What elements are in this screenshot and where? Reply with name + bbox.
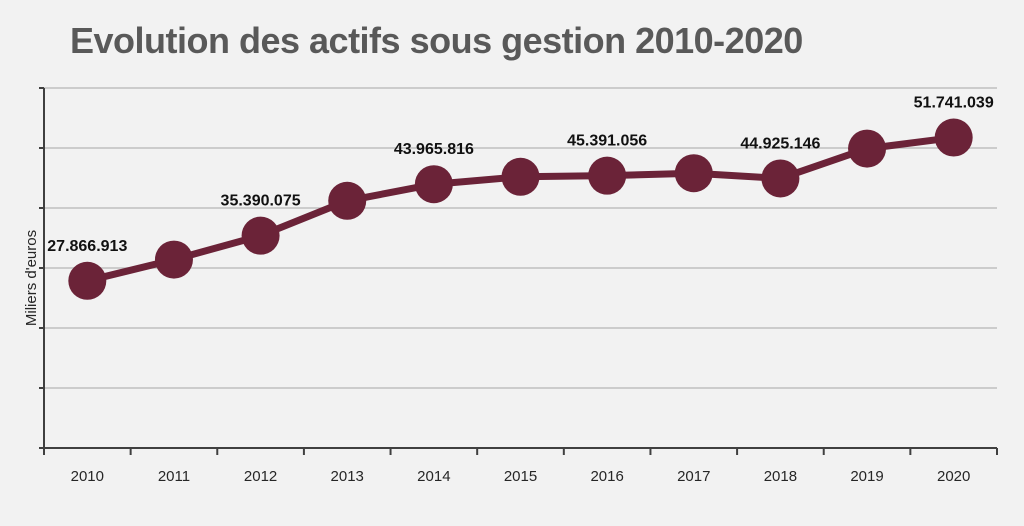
data-label: 43.965.816	[394, 141, 474, 158]
grid	[44, 87, 997, 389]
x-tick-label: 2012	[244, 468, 277, 485]
x-tick-label: 2019	[850, 468, 883, 485]
data-point	[154, 240, 193, 279]
x-tick-label: 2011	[158, 468, 190, 485]
data-label: 27.866.913	[47, 238, 127, 255]
data-point	[761, 159, 800, 198]
x-tick-label: 2010	[71, 468, 104, 485]
data-point	[328, 181, 367, 220]
data-point	[414, 165, 453, 204]
data-label: 44.925.146	[740, 135, 820, 152]
data-point	[674, 154, 713, 193]
data-label: 51.741.039	[914, 95, 994, 112]
data-point	[934, 118, 973, 157]
data-point	[68, 261, 107, 300]
data-labels: 27.866.913 35.390.075 43.965.816 45.391.056…	[47, 95, 994, 255]
x-tick-label: 2020	[937, 468, 970, 485]
data-label: 45.391.056	[567, 133, 647, 150]
data-point	[848, 129, 887, 168]
x-tick-label: 2015	[504, 468, 537, 485]
data-point	[241, 216, 280, 255]
data-point	[501, 157, 540, 196]
axes: 2010 2011 2012 2013 2014 2015 2016 2017 2018 2019…	[39, 87, 998, 485]
x-tick-label: 2016	[590, 468, 623, 485]
x-tick-label: 2017	[677, 468, 710, 485]
x-tick-label: 2013	[331, 468, 364, 485]
x-tick-label: 2018	[764, 468, 797, 485]
data-label: 35.390.075	[221, 193, 301, 210]
y-axis-label: Miliers d'euros	[23, 230, 40, 326]
data-point	[588, 156, 627, 195]
x-tick-label: 2014	[417, 468, 450, 485]
series	[68, 118, 973, 300]
chart-title: Evolution des actifs sous gestion 2010-2…	[70, 20, 803, 61]
